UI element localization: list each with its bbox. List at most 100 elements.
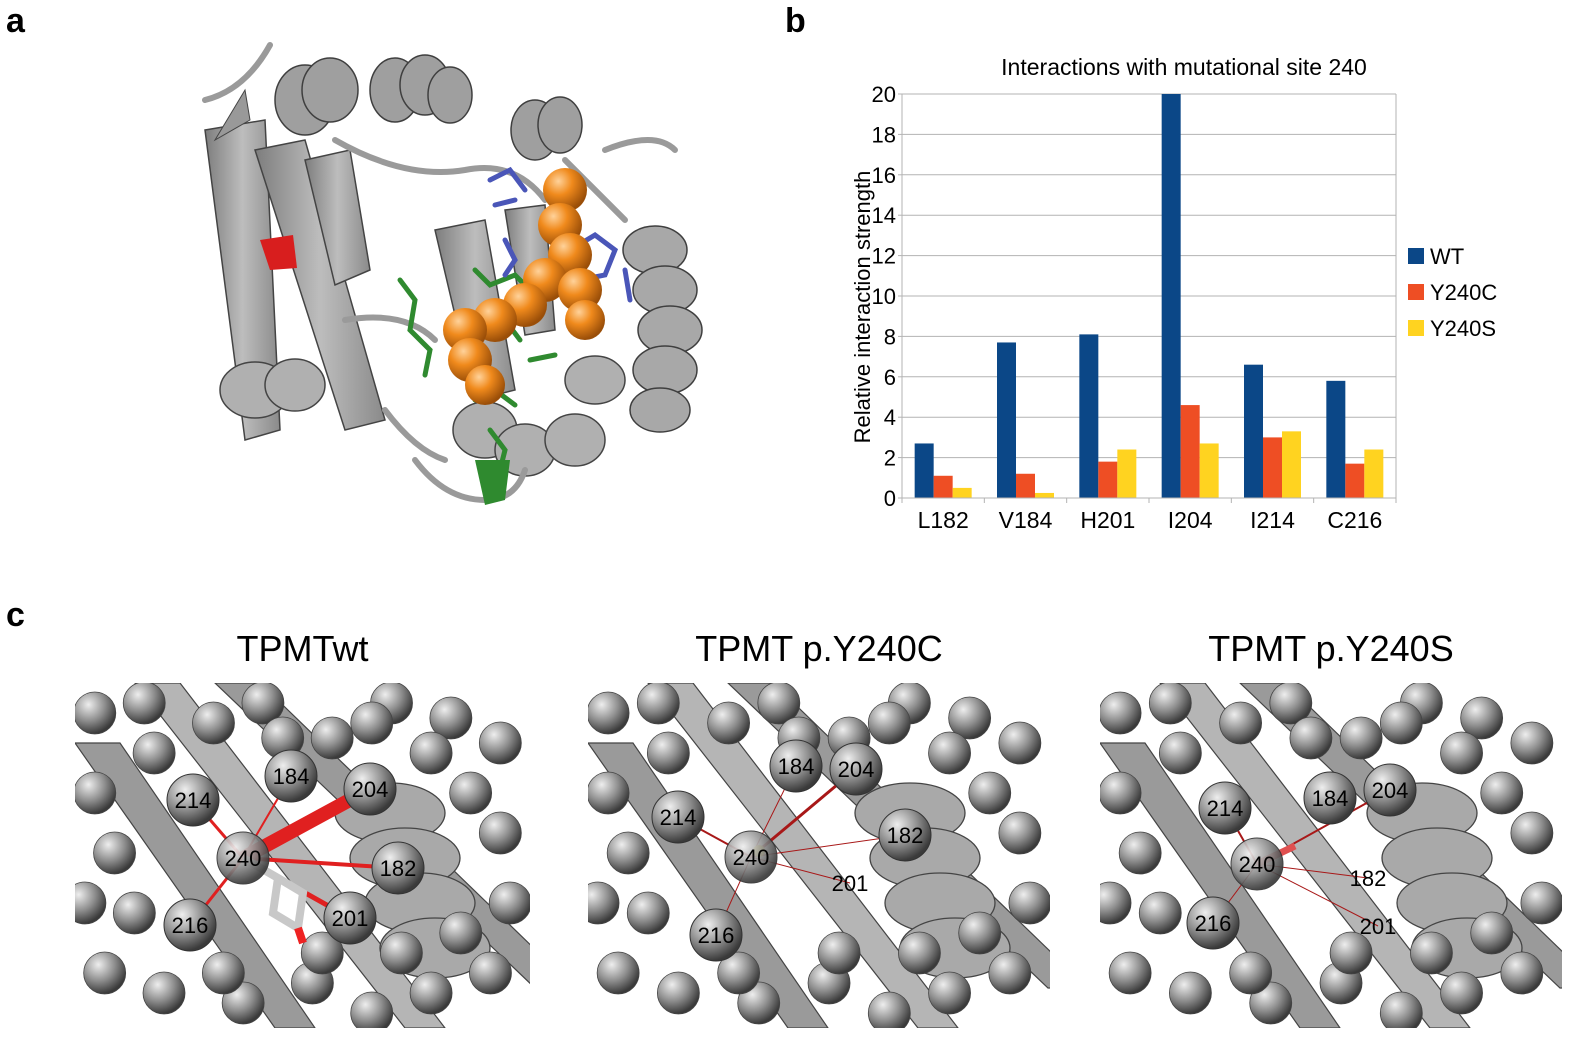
background-residue-sphere	[646, 731, 690, 775]
background-residue-sphere	[867, 701, 911, 745]
residue-sphere-204	[343, 762, 397, 816]
bar-wt-c216	[1326, 380, 1346, 498]
bar-y240s-c216	[1364, 449, 1384, 498]
structure-title-y240c: TPMT p.Y240C	[695, 628, 943, 669]
background-residue-sphere	[968, 771, 1012, 815]
background-residue-sphere	[1470, 911, 1514, 955]
chart-axes: 0 2 4 6 8 10 12 14 16 18 20 L182 V184 H201 I204 I214 C21…	[872, 82, 1397, 533]
bar-y240s-h201	[1117, 449, 1137, 498]
protein-structure-image	[202, 42, 703, 505]
background-residue-sphere	[439, 911, 483, 955]
residue-sphere-216	[689, 908, 743, 962]
background-residue-sphere	[757, 683, 801, 725]
legend-swatch	[1408, 320, 1424, 336]
residue-sphere-182	[371, 841, 425, 895]
chart-grid	[902, 93, 1396, 499]
bar-wt-h201	[1079, 334, 1099, 498]
x-tick-label: H201	[1080, 507, 1135, 533]
background-residue-sphere	[192, 701, 235, 745]
structure-graphic: 184 204 214 182 216 201 240	[75, 683, 530, 1028]
x-tick-label: I214	[1250, 507, 1295, 533]
bar-y240s-l182	[952, 487, 972, 498]
background-residue-sphere	[429, 696, 473, 740]
background-residue-sphere	[201, 951, 245, 995]
background-residue-sphere	[142, 971, 186, 1015]
y-tick-label: 8	[884, 324, 896, 349]
background-residue-sphere	[1520, 881, 1562, 925]
y-tick-label: 6	[884, 365, 896, 390]
residue-label-182: 182	[887, 823, 924, 848]
background-residue-sphere	[1100, 881, 1132, 925]
panel-b-label: b	[785, 2, 806, 40]
background-residue-sphere	[1329, 931, 1373, 975]
residue-sphere-216	[1186, 896, 1240, 950]
residue-label-184: 184	[778, 754, 815, 779]
background-residue-sphere	[112, 891, 156, 935]
residue-sphere-216	[163, 898, 217, 952]
background-residue-sphere	[1510, 811, 1554, 855]
background-residue-sphere	[1008, 881, 1050, 925]
background-residue-sphere	[626, 891, 670, 935]
residue-label-182: 182	[1350, 866, 1387, 891]
y-tick-label: 0	[884, 486, 896, 511]
residue-label-214: 214	[660, 805, 697, 830]
background-residue-sphere	[350, 701, 394, 745]
structure-panel-y240c: 184 204 214 182 216 201 240	[588, 683, 1050, 1028]
structure-title-wt: TPMTwt	[236, 628, 369, 669]
bar-y240c-i204	[1180, 405, 1200, 498]
y-tick-label: 20	[872, 82, 896, 107]
background-residue-sphere	[817, 931, 861, 975]
y-tick-label: 10	[872, 284, 896, 309]
residue-label-240: 240	[733, 845, 770, 870]
background-residue-sphere	[75, 881, 107, 925]
bar-y240s-i204	[1199, 443, 1219, 498]
background-residue-sphere	[1379, 701, 1423, 745]
background-residue-sphere	[606, 831, 650, 875]
background-residue-sphere	[1480, 771, 1524, 815]
background-residue-sphere	[998, 721, 1042, 765]
background-residue-sphere	[1118, 831, 1162, 875]
background-residue-sphere	[1440, 971, 1483, 1015]
background-residue-sphere	[1100, 771, 1142, 815]
legend-label: Y240S	[1430, 316, 1496, 341]
background-residue-sphere	[1410, 931, 1453, 975]
background-residue-sphere	[1138, 891, 1182, 935]
background-residue-sphere	[1158, 731, 1202, 775]
background-residue-sphere	[1379, 991, 1423, 1028]
background-residue-sphere	[867, 991, 911, 1028]
residue-label-240: 240	[1239, 852, 1276, 877]
structure-title-y240s: TPMT p.Y240S	[1208, 628, 1454, 669]
residue-sphere-214	[1198, 781, 1252, 835]
background-residue-sphere	[998, 811, 1042, 855]
background-residue-sphere	[656, 971, 700, 1015]
background-residue-sphere	[1500, 951, 1544, 995]
y-tick-label: 14	[872, 203, 896, 228]
background-residue-sphere	[588, 881, 620, 925]
background-residue-sphere	[409, 971, 453, 1015]
residue-label-216: 216	[1195, 911, 1232, 936]
background-residue-sphere	[1219, 701, 1263, 745]
background-residue-sphere	[596, 951, 640, 995]
background-residue-sphere	[1108, 951, 1152, 995]
residue-sphere-214	[651, 790, 705, 844]
bar-y240c-l182	[933, 475, 953, 498]
panel-c-label: c	[6, 596, 25, 634]
residue-sphere-184	[264, 749, 318, 803]
background-residue-sphere	[1100, 691, 1142, 735]
residue-sphere-184	[769, 739, 823, 793]
legend-swatch	[1408, 284, 1424, 300]
bar-y240c-i214	[1263, 437, 1282, 498]
residue-sphere-240	[1230, 837, 1284, 891]
ribbon-backbone	[1100, 683, 1562, 1028]
y-tick-label: 4	[884, 405, 896, 430]
structure-graphic: 184 204 214 182 216 201 240	[1100, 683, 1562, 1028]
background-residue-sphere	[488, 881, 530, 925]
residue-label-240: 240	[225, 846, 262, 871]
bar-y240c-v184	[1016, 473, 1035, 498]
background-residue-sphere	[1249, 981, 1293, 1025]
bar-wt-l182	[914, 443, 934, 498]
residue-nodes: 184 204 214 182 216 201 240	[163, 749, 425, 952]
structure-graphic: 184 204 214 182 216 201 240	[588, 683, 1050, 1028]
bar-y240c-h201	[1098, 461, 1118, 498]
residue-label-216: 216	[172, 913, 209, 938]
